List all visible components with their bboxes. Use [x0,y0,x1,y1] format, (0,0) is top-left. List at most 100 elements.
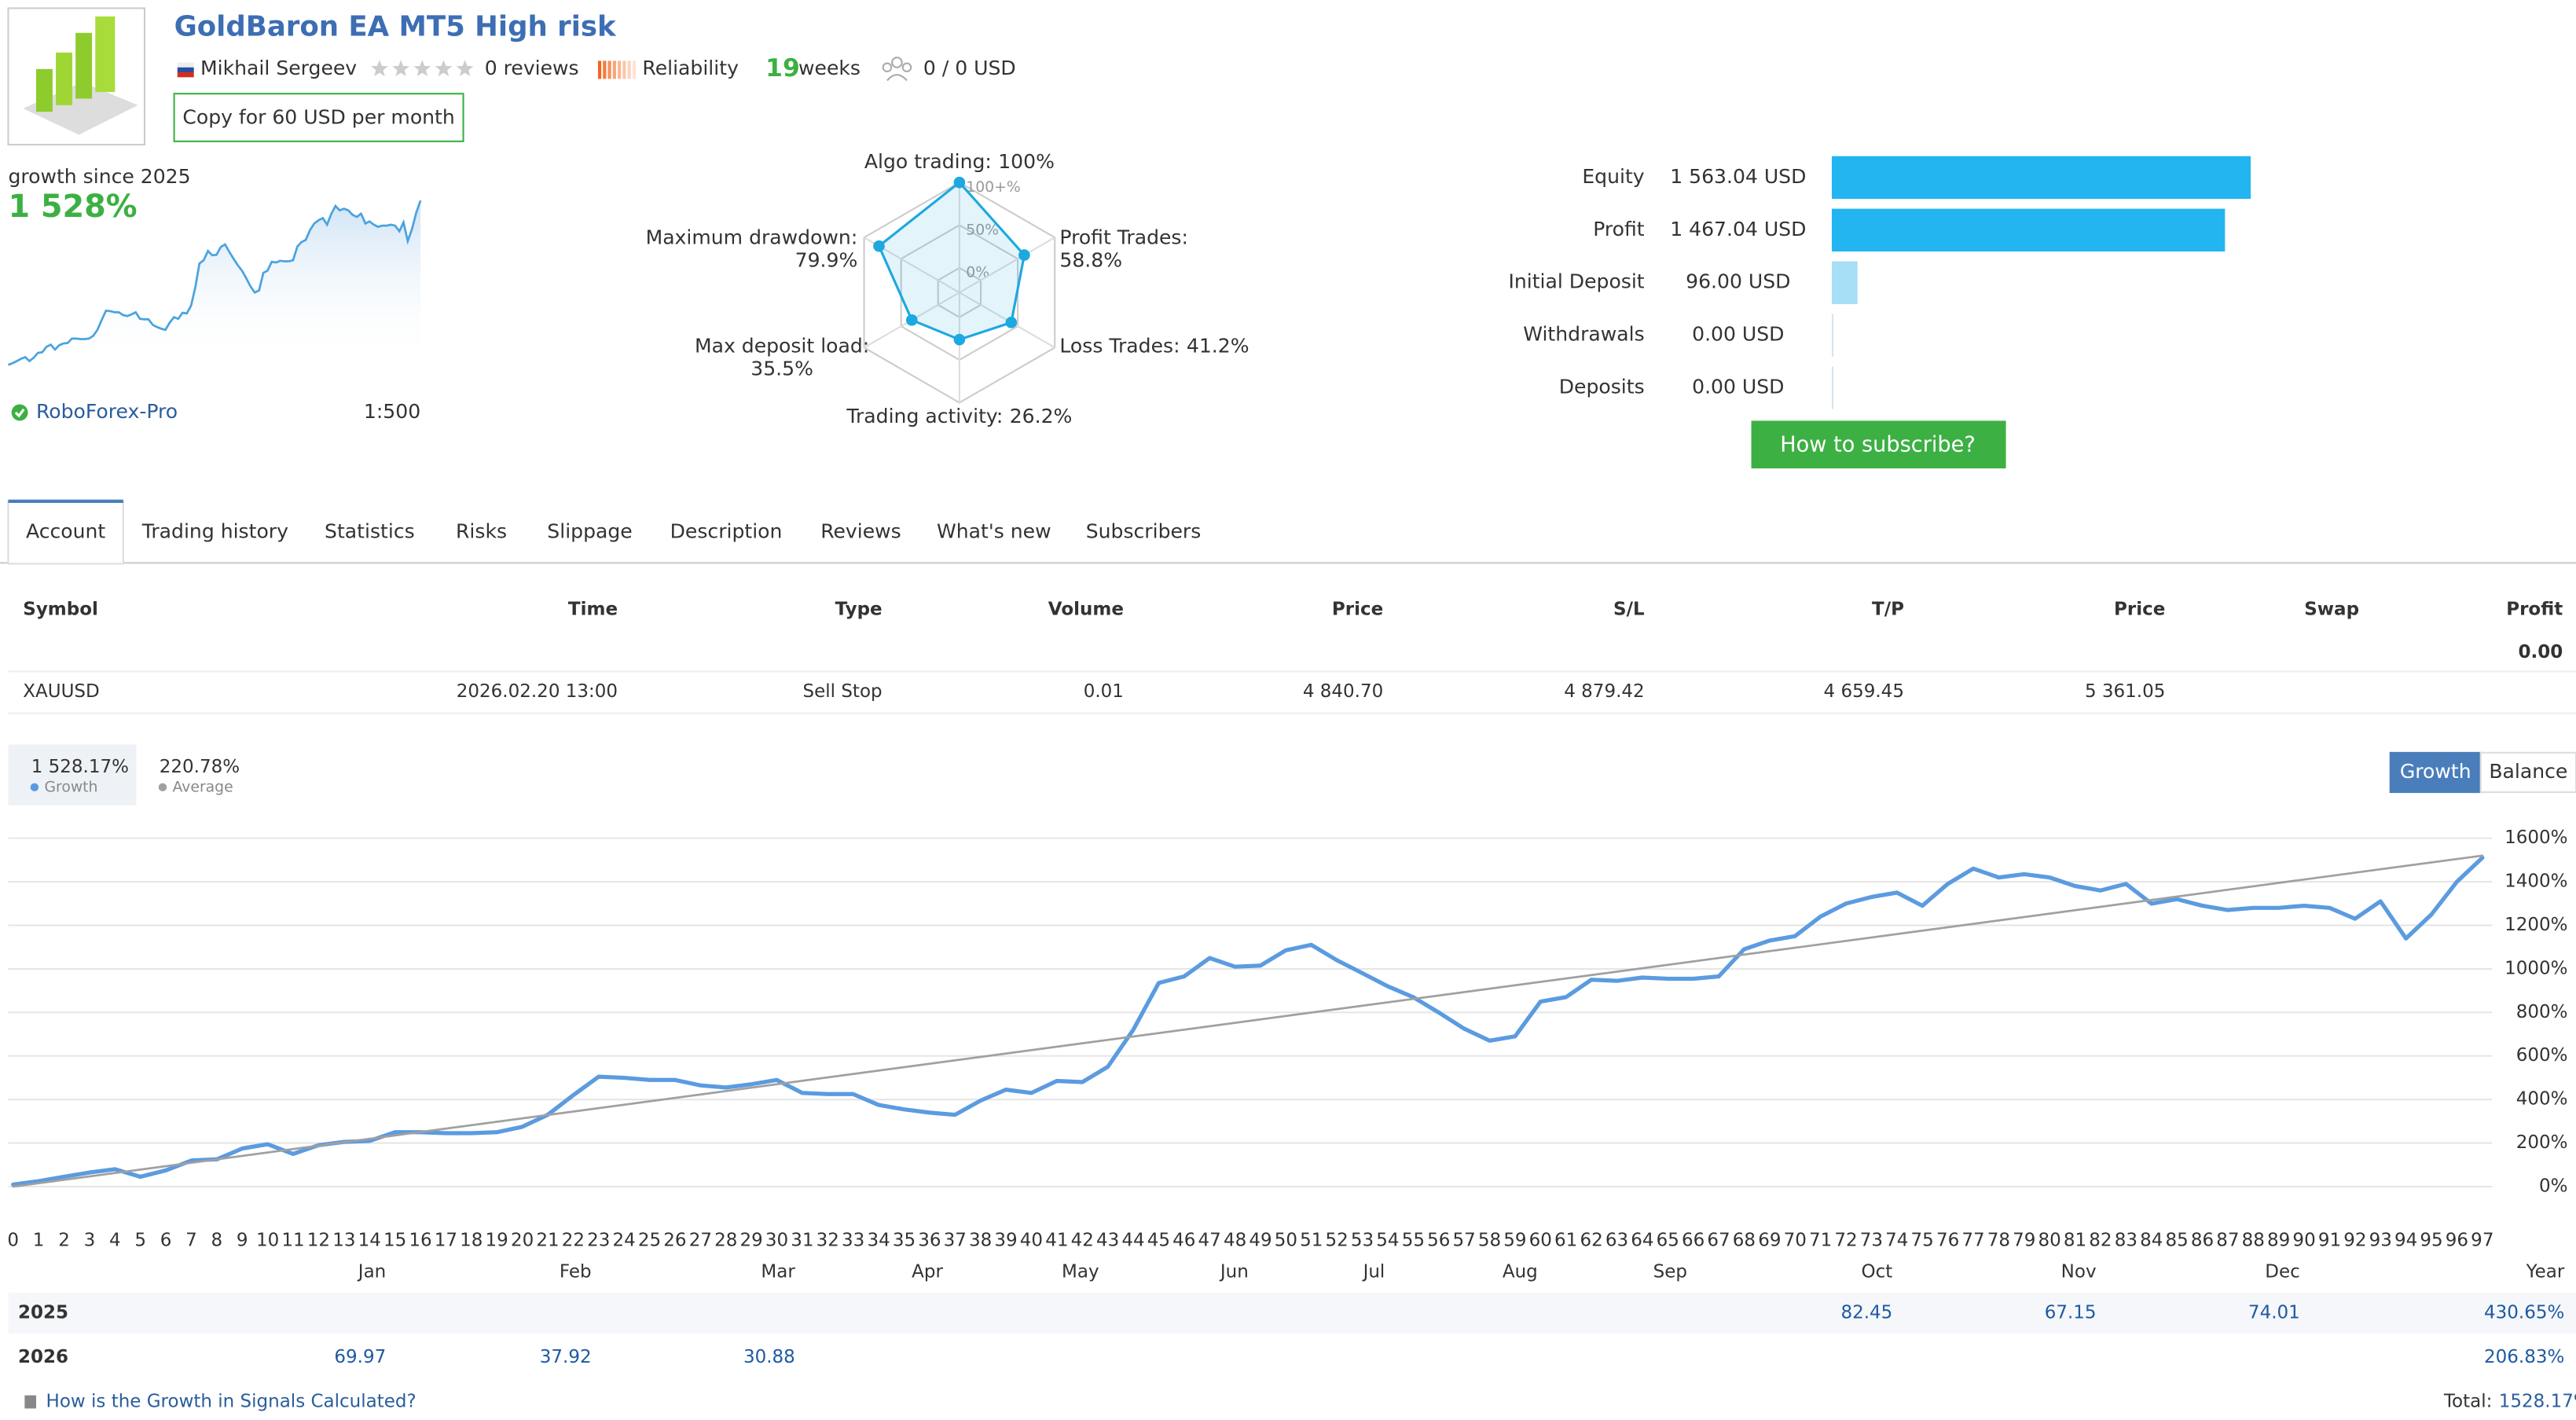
radar-label-value: 58.8% [1059,249,1122,272]
x-tick-label: 94 [2394,1231,2417,1251]
month-header: Mar [761,1261,795,1282]
orders-table: Symbol Time Type Volume Price S/L T/P Price Swap… [8,599,2576,714]
balance-bar [1831,208,2226,251]
x-tick-label: 79 [2013,1231,2035,1251]
y-tick-label: 1600% [2504,827,2567,848]
toggle-button[interactable] [2389,751,2482,794]
table-cell: 4 659.45 [1824,681,1904,702]
tab[interactable]: Reviews [820,520,901,543]
x-tick-label: 47 [1198,1231,1221,1251]
radar-label-value: 41.2% [1187,334,1249,357]
table-cell: 0.01 [1084,681,1124,702]
tab[interactable]: Statistics [325,520,415,543]
balance-bar [1831,261,1858,304]
x-tick-label: 42 [1071,1231,1094,1251]
table-header: Profit [2506,599,2563,619]
x-tick-label: 1 [33,1231,45,1251]
tab[interactable]: Subscribers [1086,520,1202,543]
balance-label: Profit [1593,218,1645,240]
tab[interactable]: Slippage [547,520,632,543]
tab[interactable]: Trading history [141,520,288,543]
tab[interactable]: What's new [937,520,1051,543]
x-tick-label: 57 [1452,1231,1475,1251]
table-header: Swap [2304,599,2359,619]
x-tick-label: 52 [1326,1231,1349,1251]
active-tab [7,500,124,565]
x-tick-label: 53 [1351,1231,1374,1251]
x-tick-label: 9 [237,1231,248,1251]
x-tick-label: 31 [791,1231,813,1251]
x-tick-label: 5 [134,1231,146,1251]
x-tick-label: 25 [638,1231,661,1251]
title: GoldBaron EA MT5 High risk [174,11,617,43]
x-tick-label: 34 [867,1231,890,1251]
reliability-bars [597,61,637,79]
month-header: Dec [2265,1261,2300,1282]
author[interactable]: Mikhail Sergeev [200,57,357,79]
toggle-button-label[interactable]: Balance [2489,760,2567,783]
radar-point [953,176,966,189]
toggle-button-label[interactable]: Growth [2400,760,2471,783]
copy-button[interactable] [173,93,464,142]
radar-label-name: Maximum drawdown: [646,226,858,248]
balance-bar [1831,314,1834,357]
x-tick-label: 30 [765,1231,788,1251]
radar-point [873,240,885,252]
balance-label: Deposits [1559,376,1645,398]
average-line [12,854,2484,1188]
reviews[interactable]: 0 reviews [485,57,579,79]
radar-label-value: 35.5% [750,358,813,380]
y-tick-label: 1200% [2504,915,2567,935]
legend-name: Average [173,779,233,795]
subscribe-button[interactable] [1751,420,2006,469]
x-tick-label: 83 [2115,1231,2137,1251]
tab[interactable]: Description [670,520,783,543]
radar-label: Trading activity: 26.2% [846,405,1072,427]
x-tick-label: 62 [1580,1231,1602,1251]
x-tick-label: 74 [1885,1231,1908,1251]
profit-total: 0.00 [2519,642,2563,662]
balance-value: 0.00 USD [1692,323,1784,346]
y-tick-label: 1400% [2504,871,2567,892]
x-tick-label: 68 [1733,1231,1756,1251]
x-tick-label: 11 [281,1231,304,1251]
x-tick-label: 32 [816,1231,839,1251]
table-cell: XAUUSD [23,681,99,702]
radar-tick-label: 0% [966,265,989,281]
x-tick-label: 96 [2446,1231,2468,1251]
x-tick-label: 64 [1631,1231,1653,1251]
subscribe-button-label[interactable]: How to subscribe? [1780,432,1976,457]
footer-link[interactable]: How is the Growth in Signals Calculated? [46,1391,416,1411]
year-cell: 69.97 [334,1347,386,1367]
y-tick-label: 1000% [2504,958,2567,978]
table-cell: 5 361.05 [2085,681,2165,702]
growth-value: 1 528% [8,189,137,225]
reliability-bar [627,61,631,79]
x-tick-label: 20 [511,1231,534,1251]
y-tick-label: 200% [2516,1132,2568,1153]
legend-dot [158,783,167,792]
total-label: Total: [2443,1391,2492,1411]
x-tick-label: 59 [1503,1231,1526,1251]
x-tick-label: 78 [1987,1231,2010,1251]
x-tick-label: 2 [58,1231,70,1251]
x-tick-label: 65 [1657,1231,1679,1251]
verified-icon [11,404,28,421]
tab[interactable]: Account [26,520,105,543]
x-tick-label: 81 [2064,1231,2086,1251]
radar: 100+% 50% 0% Algo trading: 100% Profit Trades… [646,150,1249,427]
table-header: Time [568,599,618,619]
y-tick-label: 800% [2516,1002,2568,1022]
tab[interactable]: Risks [456,520,507,543]
star [392,60,409,77]
x-tick-label: 77 [1961,1231,1984,1251]
x-tick-label: 88 [2242,1231,2265,1251]
x-tick-label: 41 [1045,1231,1068,1251]
x-tick-label: 37 [944,1231,967,1251]
copy-button-label[interactable]: Copy for 60 USD per month [182,106,454,129]
y-tick-label: 400% [2516,1089,2568,1110]
radar-label-value: 79.9% [795,249,858,272]
radar-label-name: Trading activity: [846,405,1003,427]
broker[interactable]: RoboForex-Pro [36,400,178,423]
